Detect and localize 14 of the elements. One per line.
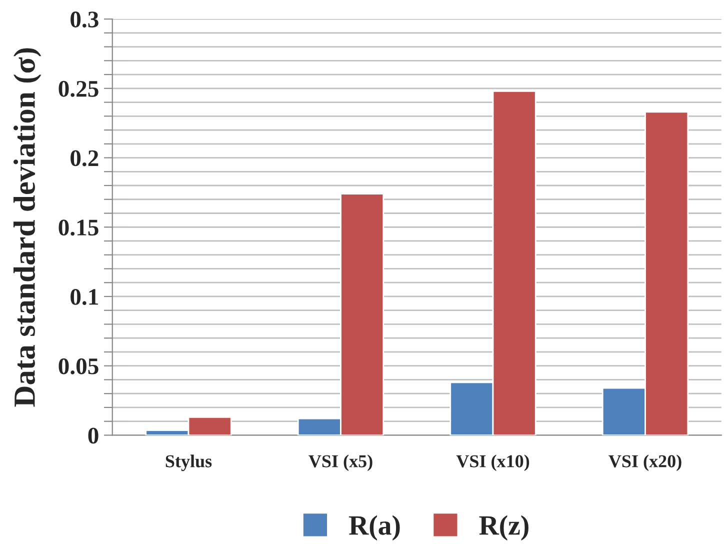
x-tick-label: VSI (x5): [308, 454, 372, 472]
x-tick-label: VSI (x20): [608, 454, 682, 472]
y-tick-label: 0: [88, 428, 98, 444]
y-axis-title: Data standard deviation (σ): [13, 48, 42, 407]
x-tick-label: Stylus: [166, 454, 212, 472]
x-tick-label: VSI (x10): [456, 454, 530, 472]
legend-label: R(z): [479, 515, 528, 540]
y-tick-label: 0.25: [58, 80, 98, 97]
y-tick-label: 0.2: [70, 150, 98, 166]
y-tick-label: 0.1: [70, 288, 98, 306]
y-tick-label: 0.05: [58, 358, 98, 374]
y-tick-label: 0.3: [70, 12, 98, 28]
legend-label: R(a): [349, 515, 400, 540]
y-tick-label: 0.15: [58, 220, 98, 236]
